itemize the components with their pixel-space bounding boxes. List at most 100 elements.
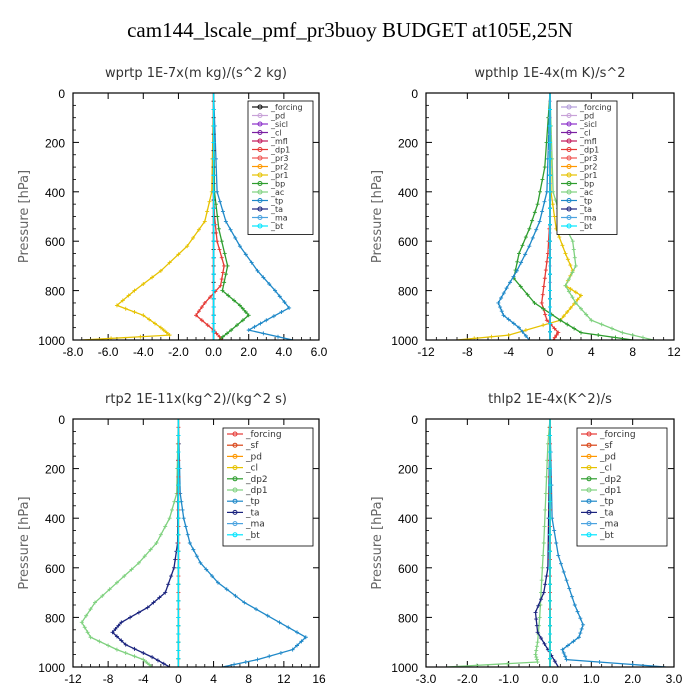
series-marker: [123, 306, 128, 311]
series-marker: [550, 202, 555, 207]
series-line: [81, 93, 215, 340]
series-marker: [176, 450, 181, 455]
series-marker: [249, 260, 254, 265]
x-tick-label: -8: [462, 345, 473, 359]
series-line: [111, 419, 180, 667]
series-marker: [548, 450, 552, 455]
series-marker: [548, 623, 552, 628]
series-marker: [533, 652, 538, 657]
plot-frame: [425, 418, 675, 668]
series-marker: [106, 643, 111, 648]
series-marker: [255, 657, 260, 662]
x-tick-label: -4: [138, 672, 149, 686]
legend-label: _cl: [245, 464, 258, 474]
series-marker: [158, 325, 163, 330]
legend-label: _forcing: [599, 430, 636, 440]
series-marker: [196, 227, 201, 232]
series-marker: [141, 657, 146, 662]
series-marker: [535, 202, 540, 207]
series-marker: [233, 235, 238, 240]
series-marker: [544, 574, 549, 579]
series-marker: [548, 288, 552, 293]
series-marker: [572, 255, 577, 260]
series-marker: [207, 199, 212, 204]
x-tick-label: 12: [277, 672, 291, 686]
series-marker: [534, 617, 539, 622]
series-marker: [215, 580, 220, 585]
legend-label: _ma: [599, 520, 619, 530]
legend-marker: [586, 476, 592, 482]
series-marker: [110, 630, 115, 635]
series-marker: [523, 235, 528, 240]
series-marker: [573, 290, 578, 295]
series-marker: [557, 235, 562, 240]
series-group: [446, 419, 666, 667]
series-marker: [630, 662, 635, 667]
series-marker: [579, 293, 583, 298]
x-tick-label: 4: [588, 345, 595, 359]
series-marker: [211, 305, 216, 310]
series-marker: [167, 333, 172, 338]
series-marker: [176, 615, 181, 620]
series-marker: [132, 288, 137, 293]
legend-marker: [232, 431, 238, 437]
series-marker: [211, 140, 216, 145]
series-marker: [176, 516, 181, 521]
series-marker: [548, 255, 552, 260]
series-marker: [573, 263, 578, 268]
legend-marker: [257, 189, 263, 195]
legend-label: _tp: [270, 197, 283, 206]
series-marker: [114, 580, 119, 585]
legend-marker: [586, 521, 592, 527]
series-marker: [498, 305, 503, 310]
legend-label: _tp: [245, 497, 260, 507]
plot-frame: [72, 418, 320, 668]
series-marker: [548, 656, 552, 661]
series-marker: [88, 635, 93, 640]
series-marker: [163, 590, 168, 595]
series-marker: [533, 610, 538, 615]
legend-label: _ta: [270, 205, 283, 214]
series-marker: [566, 277, 571, 282]
series-line: [446, 419, 551, 667]
series-marker: [185, 244, 190, 249]
legend-label: _pd: [270, 112, 285, 121]
series-marker: [243, 660, 248, 665]
series-marker: [158, 532, 163, 537]
series-marker: [556, 330, 561, 335]
legend-label: _bt: [579, 222, 592, 231]
series-marker: [303, 635, 308, 640]
x-tick-label: 3.0: [666, 672, 683, 686]
series-marker: [142, 554, 147, 559]
series-marker: [576, 635, 581, 640]
series-marker: [84, 613, 89, 618]
legend-marker: [257, 223, 263, 229]
series-marker: [540, 209, 545, 214]
series-marker: [564, 657, 569, 662]
series-marker: [532, 300, 537, 305]
series-marker: [523, 333, 528, 338]
x-tick-label: -4.0: [133, 345, 154, 359]
series-marker: [119, 620, 124, 625]
series-marker: [211, 156, 216, 161]
series-marker: [220, 334, 225, 339]
legend-marker: [566, 206, 572, 212]
series-marker: [534, 655, 539, 660]
series-marker: [504, 286, 509, 291]
legend-marker: [232, 453, 238, 459]
page-title: cam144_lscale_pmf_pr3buoy BUDGET at105E,…: [127, 18, 573, 42]
series-marker: [92, 600, 97, 605]
series-marker: [564, 578, 569, 583]
x-tick-label: -6.0: [98, 345, 119, 359]
series-marker: [187, 541, 192, 545]
y-axis-label: Pressure [hPa]: [370, 170, 385, 263]
series-marker: [136, 560, 141, 565]
series-marker: [568, 286, 573, 291]
series-marker: [571, 639, 576, 644]
series-marker: [223, 219, 228, 224]
series-marker: [176, 565, 181, 570]
series-marker: [496, 300, 501, 305]
series-marker: [158, 268, 163, 273]
series-marker: [534, 644, 539, 649]
series-marker: [548, 140, 552, 145]
